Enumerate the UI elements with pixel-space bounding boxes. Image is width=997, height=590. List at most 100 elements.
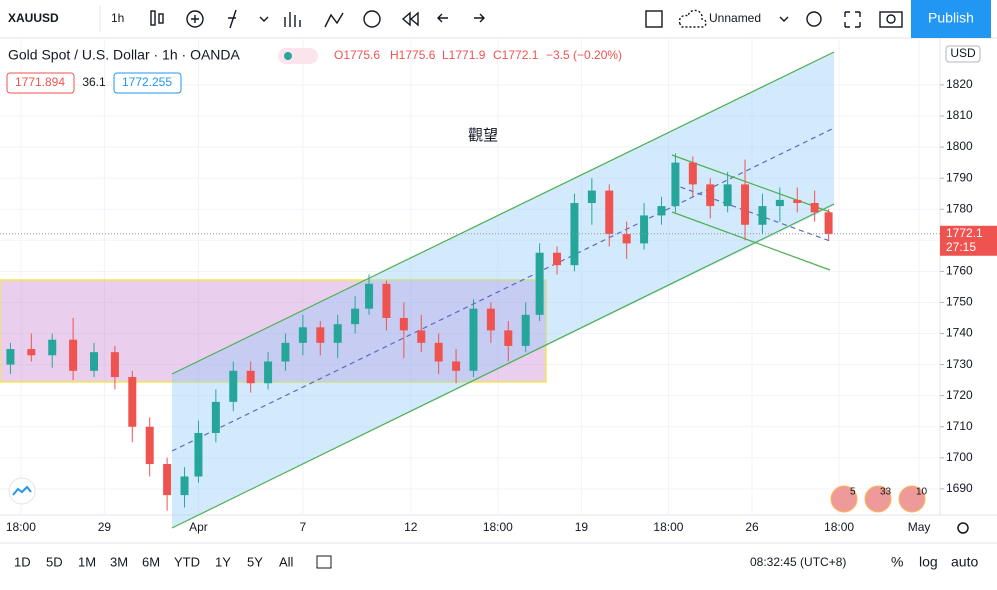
percent-toggle[interactable]: % [891,554,903,570]
legend-open: O1775.6 [334,48,380,62]
candle-body [688,162,697,185]
candle-body [281,342,290,362]
candle-body [521,314,530,346]
y-tick-label: 1740 [946,326,973,340]
tool-icons[interactable] [150,9,903,29]
candle-body [194,432,203,477]
candle-body [706,184,715,207]
ask-box[interactable] [113,72,182,94]
candle-body [229,370,238,402]
ask: 1772.255 [122,75,172,89]
candle-body [246,370,255,384]
auto-toggle[interactable]: auto [951,554,978,570]
range-buttons: 1D 5D 1M 3M 6M YTD 1Y 5Y All [14,554,294,569]
x-tick-label: 18:00 [653,520,683,534]
range-button[interactable]: All [279,554,294,569]
range-button[interactable]: 1M [78,554,96,569]
candle-body [264,361,273,384]
range-button[interactable]: 5D [46,554,63,569]
symbol[interactable]: XAUUSD [8,11,59,25]
candle-body [640,215,649,244]
candle-body [793,199,802,204]
interval[interactable]: 1h [111,11,124,25]
candle-body [469,308,478,371]
range-button[interactable]: 3M [110,554,128,569]
publish-label[interactable]: Publish [928,10,974,26]
range-button[interactable]: 1D [14,554,31,569]
candle-body [671,162,680,207]
last-price-box [940,225,997,256]
currency: USD [950,46,976,60]
legend-title: Gold Spot / U.S. Dollar · 1h · OANDA [8,47,241,63]
candle-body [365,283,374,309]
candle-body [775,199,784,207]
candle-body [622,234,631,244]
candle-body [723,184,732,207]
candle-body [6,349,15,365]
candle-body [434,342,443,362]
x-tick-label: Apr [189,520,208,534]
channel-fill[interactable] [172,52,834,528]
candle-body [741,184,750,225]
clock: 08:32:45 (UTC+8) [750,555,846,569]
candle-body [570,203,579,266]
range-button[interactable]: 5Y [247,554,263,569]
candle-body [110,352,119,378]
x-tick-label: 18:00 [824,520,854,534]
publish-button[interactable] [911,0,991,38]
badge: 33 [880,487,892,498]
y-tick-label: 1760 [946,264,973,278]
range-button[interactable]: YTD [174,554,200,569]
range-button[interactable]: 1Y [215,554,231,569]
candle-body [333,324,342,343]
spread: 36.1 [82,75,106,89]
candle-body [486,308,495,331]
logo-mark [12,485,32,496]
badges[interactable]: 5 33 10 [830,485,928,513]
candle-body [504,330,513,346]
range-button[interactable]: 6M [142,554,160,569]
legend-ohlc: O1775.6 H1775.6 L1771.9 C1772.1 −3.5 (−0… [334,48,622,62]
candle-body [69,339,78,371]
y-tick-label: 1720 [946,388,973,402]
bid-box[interactable] [6,72,75,94]
annotation[interactable]: 觀望 [468,127,498,144]
y-tick-label: 1700 [946,450,973,464]
candle-body [417,330,426,343]
y-tick-label: 1780 [946,201,973,215]
candle-body [145,426,154,465]
last-price-label: 1772.1 [946,226,983,240]
x-tick-label: 12 [404,520,418,534]
x-tick-label: 18:00 [483,520,513,534]
log-toggle[interactable]: log [919,554,938,570]
y-tick-label: 1820 [946,77,973,91]
candle-body [48,339,57,356]
candle-body [452,361,461,371]
y-tick-label: 1730 [946,357,973,371]
y-tick-label: 1800 [946,139,973,153]
countdown: 27:15 [946,240,976,254]
badge: 10 [916,487,928,498]
candle-body [27,349,36,356]
layout-name[interactable]: Unnamed [709,11,761,25]
date-range-icon[interactable] [316,555,332,569]
legend-change: −3.5 (−0.20%) [546,48,622,62]
candle-body [211,401,220,433]
candle-body [90,352,98,371]
settings-icon[interactable] [957,522,969,534]
candle-body [535,252,544,315]
x-tick-label: 19 [575,520,589,534]
x-tick-label: 7 [300,520,307,534]
x-tick-label: May [908,520,931,534]
candle-body [657,206,666,216]
candle-body [163,464,172,496]
channel-lines[interactable] [171,51,835,529]
y-tick-label: 1710 [946,419,973,433]
candle-body [810,203,819,213]
toolbar [0,0,997,38]
currency-box[interactable] [945,45,981,63]
candle-body [382,283,391,318]
status-dot [284,52,292,60]
